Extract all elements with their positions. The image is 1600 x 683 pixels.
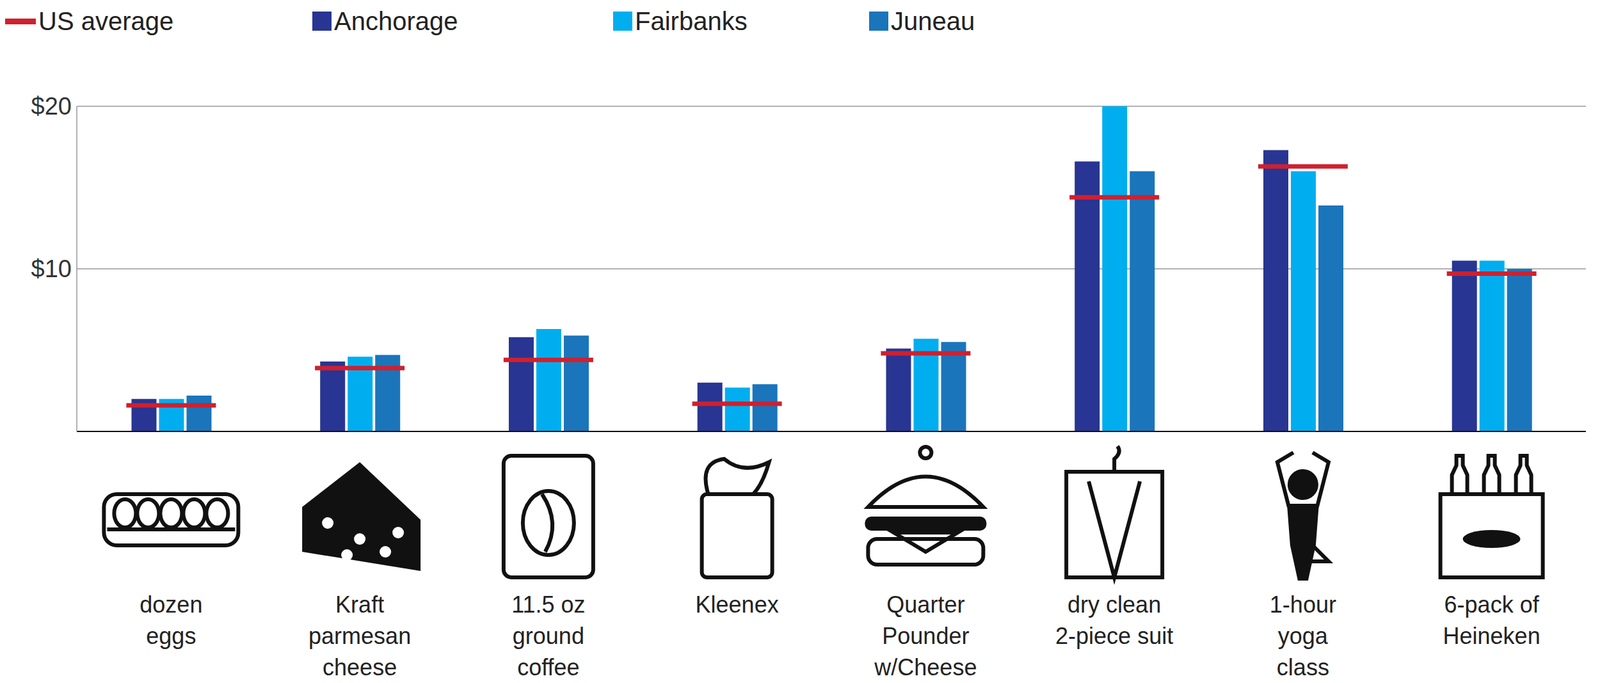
svg-text:dry clean2-piece suit: dry clean2-piece suit [1055, 591, 1174, 649]
svg-text:dozeneggs: dozeneggs [139, 591, 203, 649]
html-text:Anchorage: Anchorage [334, 6, 458, 35]
html-text:Fairbanks: Fairbanks [634, 6, 748, 35]
svg-text:QuarterPounderw/Cheese: QuarterPounderw/Cheese [873, 591, 977, 678]
svg-text:$10: $10 [31, 255, 72, 283]
svg-text:1-houryogaclass: 1-houryogaclass [1269, 591, 1337, 678]
svg-text:$20: $20 [31, 92, 72, 120]
svg-text:11.5 ozgroundcoffee: 11.5 ozgroundcoffee [511, 591, 585, 678]
html-text:Juneau: Juneau [890, 6, 975, 35]
svg-text:Kleenex: Kleenex [695, 591, 779, 618]
svg-text:6-pack ofHeineken: 6-pack ofHeineken [1443, 591, 1541, 649]
svg-text:Kraftparmesancheese: Kraftparmesancheese [308, 591, 411, 678]
html-text:US average: US average [38, 6, 174, 35]
